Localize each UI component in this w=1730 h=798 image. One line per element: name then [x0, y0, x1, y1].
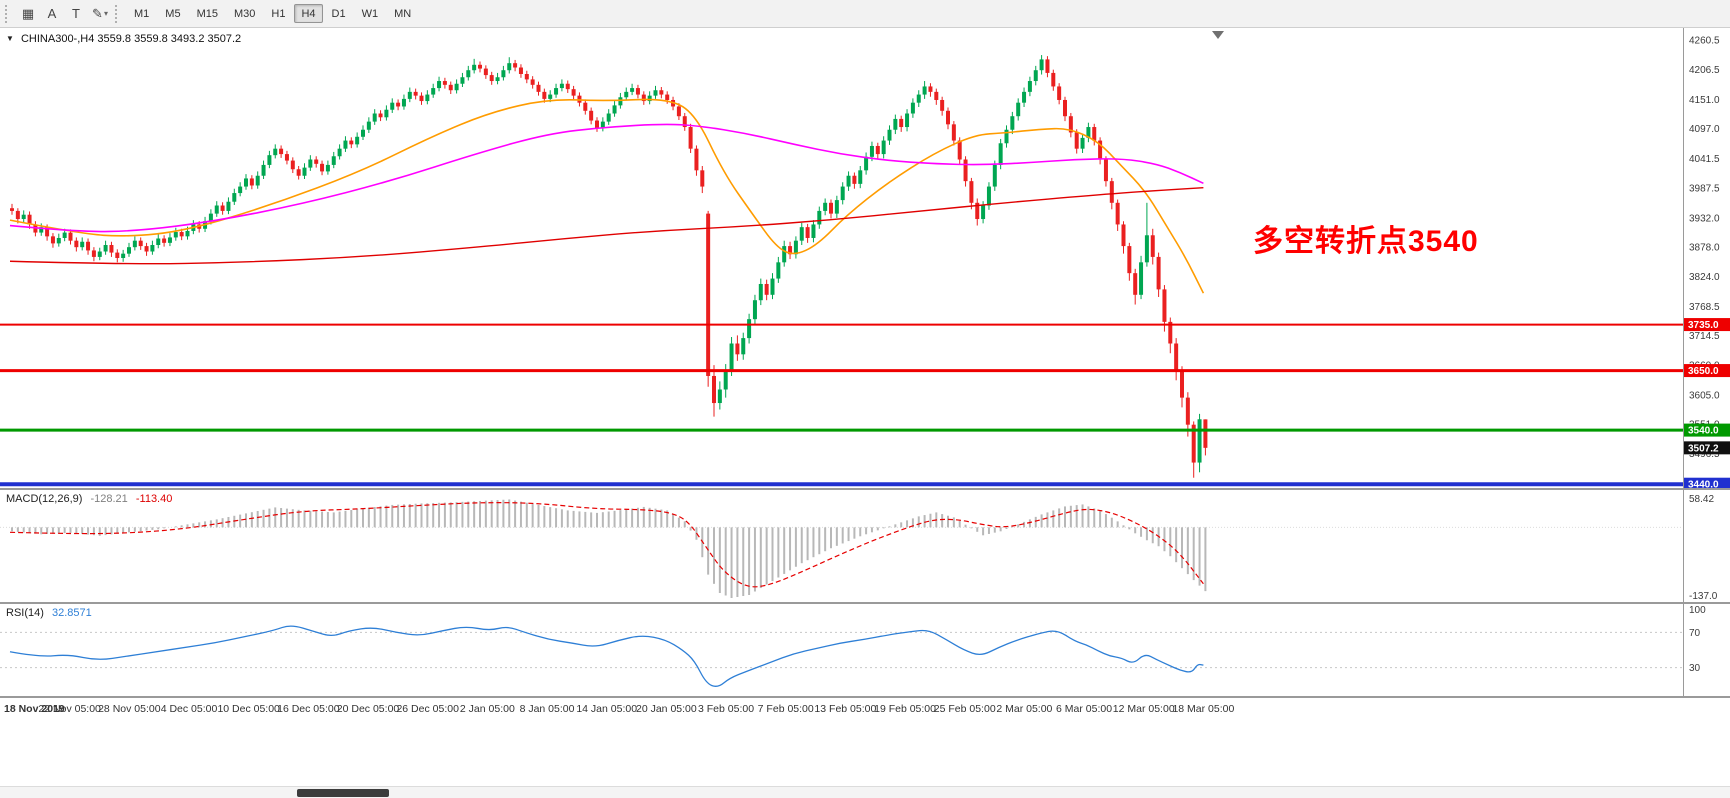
- price-tag-3540.0: [1684, 423, 1730, 437]
- svg-text:3507.2: 3507.2: [1688, 443, 1719, 454]
- svg-text:3496.5: 3496.5: [1689, 449, 1720, 460]
- time-axis-label: 18 Mar 05:00: [1172, 703, 1235, 715]
- time-axis-label: 20 Dec 05:00: [336, 703, 400, 715]
- svg-text:3932.0: 3932.0: [1689, 213, 1720, 224]
- time-axis-label: 7 Feb 05:00: [757, 703, 814, 715]
- timeframe-button-H4[interactable]: H4: [294, 4, 323, 23]
- timeframe-toolbar: M1 M5 M15 M30 H1 H4 D1 W1 MN: [126, 4, 419, 23]
- time-axis-label: 20 Jan 05:00: [636, 703, 697, 715]
- timeframe-button-MN[interactable]: MN: [394, 7, 412, 20]
- svg-text:3824.0: 3824.0: [1689, 272, 1720, 283]
- rsi-value: 32.8571: [51, 607, 92, 619]
- svg-text:4097.0: 4097.0: [1689, 124, 1720, 135]
- svg-text:30: 30: [1689, 663, 1701, 674]
- price-chart-panel[interactable]: ▼ CHINA300-,H4 3559.8 3559.8 3493.2 3507…: [0, 28, 1730, 490]
- time-axis-label: 12 Mar 05:00: [1112, 703, 1175, 715]
- chart-header: ▼ CHINA300-,H4 3559.8 3559.8 3493.2 3507…: [6, 33, 241, 45]
- chart-horizontal-scrollbar[interactable]: [0, 786, 1730, 798]
- bottom-spacer: [0, 720, 1730, 786]
- ma-mid-magenta: [9, 123, 1204, 233]
- rsi-line: [9, 625, 1204, 687]
- price-axis[interactable]: 4260.5 4206.5 4151.0 4097.0 4041.5 3987.5 3932…: [1689, 36, 1720, 460]
- collapse-chevron-icon[interactable]: ▼: [6, 34, 14, 43]
- svg-text:3735.0: 3735.0: [1688, 320, 1719, 331]
- macd-indicator-name: MACD(12,26,9): [6, 493, 83, 505]
- time-axis-label: 28 Nov 05:00: [98, 703, 161, 715]
- svg-text:4206.5: 4206.5: [1689, 65, 1720, 76]
- time-axis-label: 3 Feb 05:00: [698, 703, 755, 715]
- time-axis-label: 10 Dec 05:00: [217, 703, 280, 715]
- macd-canvas[interactable]: 58.42 -137.0: [0, 490, 1730, 602]
- time-axis-label: 4 Dec 05:00: [160, 703, 218, 715]
- svg-text:70: 70: [1689, 628, 1701, 639]
- rsi-panel[interactable]: RSI(14) 32.8571 100 70 30: [0, 604, 1730, 698]
- time-axis-label: 8 Jan 05:00: [519, 703, 575, 715]
- price-tag-3440.0: [1684, 477, 1730, 488]
- macd-label: MACD(12,26,9) -128.21 -113.40: [6, 493, 177, 505]
- time-axis-label: 2 Jan 05:00: [459, 703, 515, 715]
- macd-signal-line: [9, 502, 1204, 588]
- svg-text:3768.5: 3768.5: [1689, 302, 1720, 313]
- macd-histogram: [11, 499, 1207, 599]
- time-axis-label: 16 Dec 05:00: [277, 703, 340, 715]
- macd-main-value: -128.21: [90, 493, 128, 505]
- time-axis-label: 6 Mar 05:00: [1056, 703, 1113, 715]
- rsi-label: RSI(14) 32.8571: [6, 607, 97, 619]
- time-axis-label: 25 Feb 05:00: [933, 703, 996, 715]
- price-chart-canvas[interactable]: 4260.5 4206.5 4151.0 4097.0 4041.5 3987.5 3932…: [0, 28, 1730, 488]
- text-label-icon[interactable]: A: [47, 6, 57, 21]
- time-axis-label: 2 Mar 05:00: [996, 703, 1053, 715]
- macd-signal-value: -113.40: [135, 493, 173, 505]
- chart-grid-icon[interactable]: ▦: [21, 5, 35, 21]
- dropdown-caret-icon[interactable]: ▾: [103, 9, 108, 18]
- svg-text:3714.5: 3714.5: [1689, 331, 1720, 342]
- timeframe-button-M1[interactable]: M1: [134, 7, 150, 20]
- price-tag-3650.0: [1684, 364, 1730, 378]
- timeframe-button-M15[interactable]: M15: [196, 7, 218, 20]
- svg-text:4260.5: 4260.5: [1689, 36, 1720, 47]
- toolbar-grip[interactable]: [5, 4, 12, 23]
- rsi-canvas[interactable]: 100 70 30: [0, 604, 1730, 696]
- timeframe-button-M5[interactable]: M5: [165, 7, 181, 20]
- time-axis-label: 19 Feb 05:00: [874, 703, 936, 715]
- time-axis-label: 22 Nov 05:00: [38, 703, 101, 715]
- chart-shift-marker[interactable]: [1212, 31, 1224, 39]
- svg-text:3540.0: 3540.0: [1688, 426, 1719, 437]
- time-axis-label: 18 Nov 2019: [4, 703, 65, 715]
- scrollbar-handle[interactable]: [297, 789, 389, 797]
- symbol-ohlc-label: CHINA300-,H4 3559.8 3559.8 3493.2 3507.2: [20, 33, 242, 45]
- bid-price-tag: [1684, 441, 1730, 455]
- timeframe-button-M30[interactable]: M30: [233, 7, 256, 20]
- candlestick-series: [10, 55, 1208, 478]
- draw-pencil-icon[interactable]: ✎ ▾: [92, 5, 108, 21]
- timeframe-button-W1[interactable]: W1: [361, 7, 379, 20]
- svg-text:3605.0: 3605.0: [1689, 390, 1720, 401]
- rsi-indicator-name: RSI(14): [6, 607, 44, 619]
- ma-slow-red: [9, 186, 1204, 265]
- timeframe-button-H1[interactable]: H1: [271, 7, 286, 20]
- svg-text:3650.0: 3650.0: [1688, 366, 1719, 377]
- toolbar-icon-group: ▦ A T ✎ ▾: [16, 4, 112, 24]
- macd-panel[interactable]: MACD(12,26,9) -128.21 -113.40 58.42 -137.…: [0, 490, 1730, 604]
- annotation-text[interactable]: 多空转折点3540: [1253, 225, 1479, 258]
- svg-text:3987.5: 3987.5: [1689, 183, 1720, 194]
- svg-text:100: 100: [1689, 605, 1706, 616]
- svg-text:3878.0: 3878.0: [1689, 243, 1720, 254]
- svg-text:4151.0: 4151.0: [1689, 95, 1720, 106]
- ma-fast-orange: [9, 98, 1205, 294]
- svg-text:4041.5: 4041.5: [1689, 154, 1720, 165]
- timeframe-button-D1[interactable]: D1: [331, 7, 346, 20]
- time-axis-label: 14 Jan 05:00: [576, 703, 638, 715]
- time-axis-label: 26 Dec 05:00: [396, 703, 459, 715]
- time-axis-label: 13 Feb 05:00: [814, 703, 877, 715]
- text-tool-icon[interactable]: T: [72, 6, 80, 21]
- svg-text:3440.0: 3440.0: [1688, 480, 1719, 488]
- toolbar: ▦ A T ✎ ▾ M1 M5 M15 M30 H1 H4 D1 W1 MN: [0, 0, 1730, 28]
- timeframe-toolbar-grip[interactable]: [115, 4, 122, 23]
- price-tag-3735.0: [1684, 318, 1730, 332]
- time-axis[interactable]: 18 Nov 2019 22 Nov 05:00 28 Nov 05:00 4 Dec…: [0, 698, 1730, 720]
- macd-axis-max: 58.42: [1689, 494, 1714, 505]
- macd-axis-min: -137.0: [1689, 591, 1718, 602]
